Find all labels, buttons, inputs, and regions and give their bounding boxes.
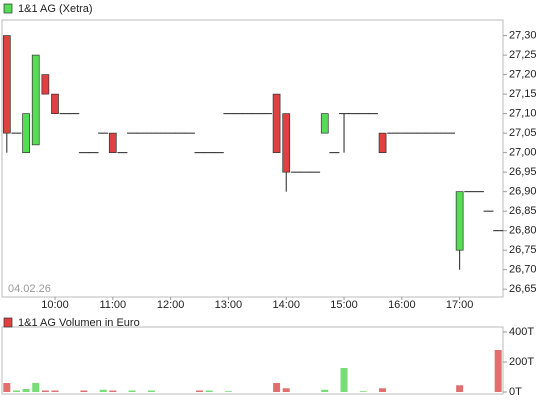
x-tick-label: 10:00	[41, 299, 69, 311]
volume-bar	[282, 388, 290, 392]
y-tick-label: 27,25	[509, 49, 537, 61]
y-tick-label: 26,95	[509, 166, 537, 178]
x-tick-label: 17:00	[446, 299, 474, 311]
y-tick-label: 27,15	[509, 88, 537, 100]
volume-bar	[205, 390, 213, 392]
y-tick-label: 26,75	[509, 244, 537, 256]
y-tick-label: 400T	[509, 326, 534, 338]
volume-bar	[273, 383, 281, 392]
date-annotation: 04.02.26	[8, 283, 51, 295]
candle-body	[31, 54, 40, 146]
candle-body	[320, 113, 329, 134]
candle-body	[272, 93, 281, 153]
y-tick-label: 27,20	[509, 69, 537, 81]
volume-bar	[147, 390, 155, 392]
candle-body	[2, 35, 11, 134]
volume-bar	[32, 383, 40, 392]
y-tick-label: 0T	[509, 386, 522, 398]
volume-bar	[99, 389, 107, 392]
y-tick-label: 27,30	[509, 30, 537, 42]
price-frame	[1, 19, 504, 298]
candle-body	[41, 74, 50, 95]
y-tick-label: 27,05	[509, 127, 537, 139]
volume-bar	[359, 391, 367, 392]
legend-swatch	[3, 317, 13, 328]
y-tick-label: 27,00	[509, 147, 537, 159]
volume-bar	[12, 390, 20, 392]
volume-bar	[456, 385, 464, 392]
candle-body	[282, 113, 291, 173]
candle-body	[22, 113, 30, 153]
volume-bar	[224, 391, 232, 392]
volume-bar	[80, 390, 88, 392]
candle-body	[108, 132, 117, 153]
x-tick-label: 12:00	[157, 299, 185, 311]
legend-swatch	[3, 3, 13, 14]
volume-bar	[340, 368, 348, 392]
volume-bar	[51, 390, 59, 392]
volume-title: 1&1 AG Volumen in Euro	[18, 317, 140, 329]
y-tick-label: 200T	[509, 356, 534, 368]
x-tick-label: 11:00	[99, 299, 126, 311]
y-tick-label: 26,90	[509, 186, 537, 198]
y-tick-label: 26,65	[509, 283, 537, 295]
x-tick-label: 15:00	[330, 299, 358, 311]
candle-body	[455, 191, 464, 251]
volume-bar	[41, 390, 49, 392]
price-title: 1&1 AG (Xetra)	[18, 3, 93, 15]
volume-bar	[321, 389, 329, 392]
y-tick-label: 26,80	[509, 225, 537, 237]
x-tick-label: 16:00	[388, 299, 416, 311]
volume-bar	[109, 390, 117, 392]
volume-bar	[196, 390, 204, 392]
volume-bar	[128, 390, 136, 392]
y-tick-label: 26,85	[509, 205, 537, 217]
x-tick-label: 14:00	[272, 299, 300, 311]
volume-bar	[494, 350, 502, 392]
volume-frame	[1, 326, 504, 395]
volume-bar	[379, 388, 387, 392]
volume-bar	[3, 383, 11, 392]
y-tick-label: 26,70	[509, 264, 537, 276]
volume-bar	[22, 389, 30, 392]
x-tick-label: 13:00	[215, 299, 243, 311]
candle-body	[378, 132, 387, 153]
candle-body	[51, 93, 59, 114]
y-tick-label: 27,10	[509, 108, 537, 120]
